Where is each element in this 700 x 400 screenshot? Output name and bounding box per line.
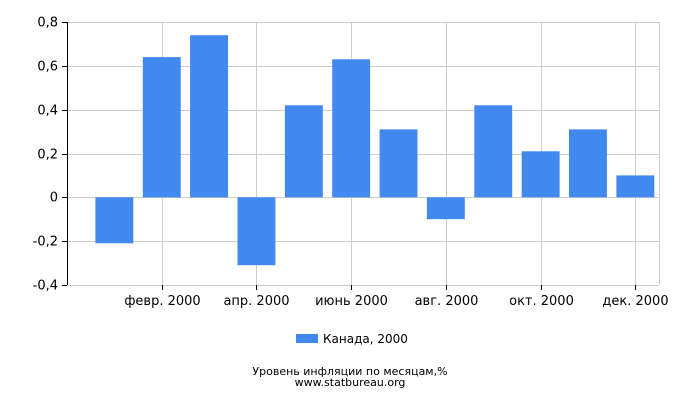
- legend-label: Канада, 2000: [323, 332, 408, 346]
- axes: [62, 22, 636, 290]
- bar: [521, 151, 560, 198]
- bar: [237, 197, 276, 266]
- legend: Канада, 2000: [296, 332, 408, 346]
- x-tick-label: дек. 2000: [602, 294, 668, 309]
- bar: [426, 197, 465, 220]
- y-tick-label: 0,4: [37, 104, 58, 119]
- bar: [569, 129, 607, 198]
- x-tick-labels: февр. 2000 апр. 2000 июнь 2000 авг. 2000 окт…: [124, 294, 668, 309]
- chart-caption: Уровень инфляции по месяцам,%: [252, 365, 447, 378]
- bar: [616, 175, 655, 198]
- bar: [332, 59, 371, 198]
- bar: [379, 129, 418, 198]
- bars: [95, 35, 655, 266]
- source-url: www.statbureau.org: [295, 376, 406, 389]
- legend-swatch: [296, 334, 318, 343]
- x-tick-label: февр. 2000: [124, 294, 200, 309]
- y-tick-label: 0,6: [37, 60, 58, 75]
- bar: [190, 35, 228, 198]
- y-tick-labels: -0,4 -0,2 0 0,2 0,4 0,6 0,8: [33, 16, 58, 294]
- x-tick-label: авг. 2000: [415, 294, 479, 309]
- y-tick-label: -0,2: [33, 235, 58, 250]
- bar: [95, 197, 134, 244]
- bar: [474, 105, 513, 198]
- x-tick-label: апр. 2000: [223, 294, 289, 309]
- y-tick-label: 0,2: [37, 148, 58, 163]
- y-tick-label: 0: [50, 191, 58, 206]
- bar: [142, 57, 181, 198]
- y-tick-label: 0,8: [37, 16, 58, 31]
- bar: [284, 105, 323, 198]
- x-tick-label: окт. 2000: [509, 294, 574, 309]
- y-tick-label: -0,4: [33, 279, 58, 294]
- x-tick-label: июнь 2000: [315, 294, 388, 309]
